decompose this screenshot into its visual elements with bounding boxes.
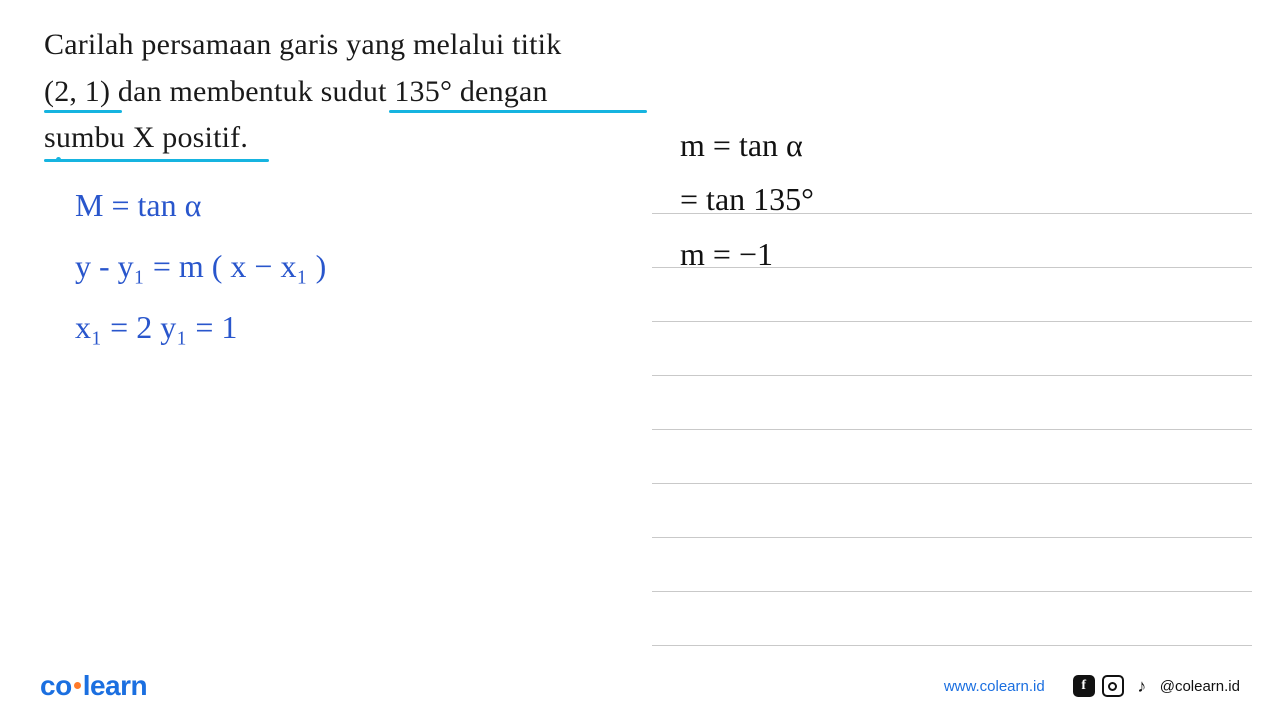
problem-text: Carilah persamaan garis yang melalui tit… bbox=[44, 22, 684, 162]
notebook-rule bbox=[652, 322, 1252, 376]
underline-dot bbox=[56, 157, 61, 162]
underline-2a bbox=[44, 110, 122, 113]
problem-line-2a: (2, 1) bbox=[44, 75, 110, 108]
social-handles: f ♪ @colearn.id bbox=[1073, 675, 1240, 697]
problem-line-1: Carilah persamaan garis yang melalui tit… bbox=[44, 22, 561, 69]
notebook-rule bbox=[652, 430, 1252, 484]
logo-co: co bbox=[40, 670, 72, 701]
problem-line-2b: dan membentuk bbox=[110, 75, 320, 108]
problem-line-1-text: Carilah persamaan garis yang melalui tit… bbox=[44, 28, 561, 61]
handwriting-left: M = tan α y - y₁ = m ( x − x₁ ) x₁ = 2 y… bbox=[75, 175, 326, 357]
problem-line-2c: sudut 135° dengan bbox=[321, 75, 548, 108]
handwriting-right: m = tan α = tan 135° m = −1 bbox=[680, 118, 814, 281]
hand-right-line-3: m = −1 bbox=[680, 227, 814, 281]
hand-right-line-1: m = tan α bbox=[680, 118, 814, 172]
hand-right-line-2: = tan 135° bbox=[680, 172, 814, 226]
notebook-rule bbox=[652, 376, 1252, 430]
underline-2b bbox=[389, 110, 647, 113]
logo-learn: learn bbox=[83, 670, 147, 701]
tiktok-icon[interactable]: ♪ bbox=[1131, 675, 1153, 697]
problem-line-2: (2, 1) dan membentuk sudut 135° dengan bbox=[44, 69, 548, 116]
problem-line-3: sumbu X positif. bbox=[44, 115, 248, 162]
hand-left-line-1: M = tan α bbox=[75, 175, 326, 236]
brand-logo: colearn bbox=[40, 670, 147, 702]
instagram-icon[interactable] bbox=[1102, 675, 1124, 697]
problem-line-3-text: sumbu X positif. bbox=[44, 121, 248, 154]
notebook-rule bbox=[652, 538, 1252, 592]
underline-3 bbox=[44, 159, 269, 162]
social-handle: @colearn.id bbox=[1160, 678, 1240, 695]
notebook-rule bbox=[652, 484, 1252, 538]
hand-left-line-3: x₁ = 2 y₁ = 1 bbox=[75, 297, 326, 358]
logo-dot-icon bbox=[74, 682, 81, 689]
facebook-icon[interactable]: f bbox=[1073, 675, 1095, 697]
footer: colearn www.colearn.id f ♪ @colearn.id bbox=[0, 670, 1280, 702]
website-link[interactable]: www.colearn.id bbox=[944, 678, 1045, 695]
hand-left-line-2: y - y₁ = m ( x − x₁ ) bbox=[75, 236, 326, 297]
notebook-rule bbox=[652, 592, 1252, 646]
